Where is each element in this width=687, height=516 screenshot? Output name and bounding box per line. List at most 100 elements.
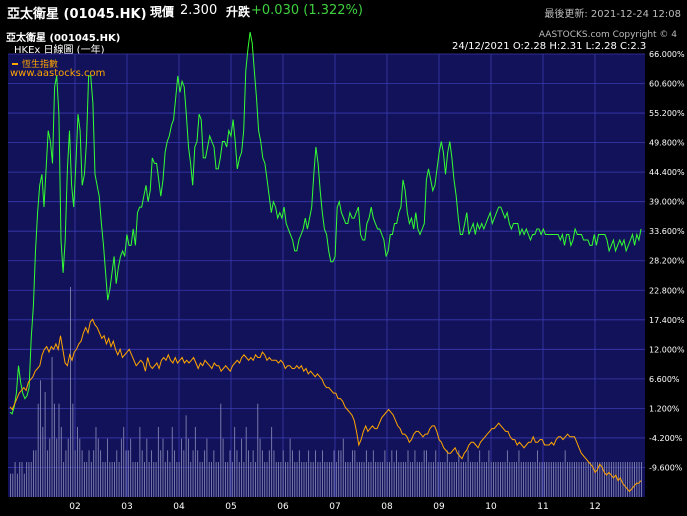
- volume-bar: [622, 462, 624, 497]
- y-tick-label: 39.000%: [649, 198, 685, 207]
- volume-bar: [70, 287, 71, 497]
- volume-bar: [432, 462, 434, 497]
- volume-bar: [493, 462, 494, 497]
- volume-bar: [597, 462, 598, 497]
- grid-lines: [8, 53, 645, 497]
- volume-bar: [298, 450, 300, 497]
- volume-bar: [120, 438, 122, 497]
- volume-bar: [345, 462, 347, 497]
- volume-bar: [490, 462, 492, 497]
- volume-bar: [28, 462, 30, 497]
- volume-bar: [472, 462, 474, 497]
- volume-bar: [114, 462, 115, 497]
- volume-bar: [30, 462, 32, 497]
- volume-bar: [363, 462, 365, 497]
- volume-bar: [361, 462, 363, 497]
- volume-bar: [615, 462, 617, 497]
- volume-bar: [458, 450, 460, 497]
- volume-bar: [206, 438, 208, 497]
- volume-bar: [460, 462, 462, 497]
- volume-bar: [148, 462, 150, 497]
- volume-bar: [453, 462, 455, 497]
- volume-bar: [486, 462, 488, 497]
- volume-bar: [553, 462, 555, 497]
- x-tick-labels: 02 03 04 05 06 07 08 09 10 11 12: [69, 502, 600, 512]
- volume-bar: [63, 462, 65, 497]
- y-tick-labels: 66.000% 60.600% 55.200% 49.800% 44.400% 39.00…: [649, 50, 685, 472]
- volume-bar: [278, 462, 280, 497]
- volume-bar: [137, 462, 139, 497]
- price-value: 2.300: [180, 3, 218, 18]
- volume-bar: [382, 462, 384, 497]
- volume-bar: [132, 462, 134, 497]
- volume-bar: [185, 415, 187, 497]
- volume-bar: [10, 473, 11, 497]
- volume-bar: [271, 427, 273, 497]
- volume-bar: [287, 462, 289, 497]
- volume-bar: [310, 462, 312, 497]
- y-tick-label: 17.400%: [649, 316, 685, 325]
- volume-bar: [402, 462, 404, 497]
- volume-bar: [580, 462, 582, 497]
- volume-bar: [218, 462, 219, 497]
- x-tick-label: 12: [589, 502, 600, 512]
- copyright-text: AASTOCKS.com Copyright © 4: [538, 30, 677, 40]
- volume-bar: [509, 462, 511, 497]
- volume-bar: [192, 450, 194, 497]
- volume-bar: [19, 462, 21, 497]
- volume-bar: [275, 462, 277, 497]
- volume-bar: [95, 427, 97, 497]
- volume-bar: [587, 462, 589, 497]
- volume-bar: [573, 462, 575, 497]
- volume-bar: [398, 462, 400, 497]
- volume-bar: [541, 462, 543, 497]
- volume-bar: [257, 403, 259, 497]
- volume-bar: [102, 462, 104, 497]
- volume-bar: [42, 427, 44, 497]
- volume-bar: [627, 462, 629, 497]
- volume-bar: [481, 462, 483, 497]
- volume-bar: [347, 462, 349, 497]
- y-tick-label: 49.800%: [649, 139, 685, 148]
- volume-bar: [157, 427, 159, 497]
- volume-bar: [590, 462, 592, 497]
- ohlc-readout: 24/12/2021 O:2.28 H:2.31 L:2.28 C:2.3: [452, 41, 647, 52]
- volume-bar: [238, 462, 240, 497]
- price-label: 現價: [150, 5, 175, 19]
- volume-bar: [178, 462, 180, 497]
- volume-bar: [439, 462, 441, 497]
- volume-bar: [539, 462, 541, 497]
- volume-bar: [634, 462, 635, 497]
- volume-bar: [469, 462, 471, 497]
- x-tick-label: 04: [173, 502, 185, 512]
- x-tick-label: 09: [433, 502, 445, 512]
- volume-bar: [312, 462, 314, 497]
- x-tick-label: 03: [121, 502, 132, 512]
- volume-bar: [60, 427, 62, 497]
- last-updated: 最後更新: 2021-12-24 12:08: [544, 9, 681, 20]
- volume-bar: [93, 450, 95, 497]
- volume-bar: [23, 473, 25, 497]
- volume-bar: [174, 450, 176, 497]
- volume-bar: [280, 462, 282, 497]
- volume-bar: [629, 462, 631, 497]
- volume-bar: [518, 450, 520, 497]
- volume-bar: [604, 462, 605, 497]
- volume-bar: [557, 462, 559, 497]
- volume-bar: [162, 438, 164, 497]
- volume-bar: [77, 427, 78, 497]
- volume-bar: [451, 462, 453, 497]
- volume-bar: [520, 462, 522, 497]
- volume-bar: [181, 438, 182, 497]
- volume-bar: [234, 427, 236, 497]
- volume-bar: [266, 462, 268, 497]
- volume-bar: [419, 462, 421, 497]
- volume-bar: [125, 450, 127, 497]
- y-tick-label: 22.800%: [649, 286, 685, 295]
- volume-bar: [391, 450, 393, 497]
- volume-bar: [201, 462, 203, 497]
- volume-bar: [305, 462, 307, 497]
- volume-bar: [567, 462, 568, 497]
- volume-bar: [617, 462, 619, 497]
- volume-bar: [513, 462, 515, 497]
